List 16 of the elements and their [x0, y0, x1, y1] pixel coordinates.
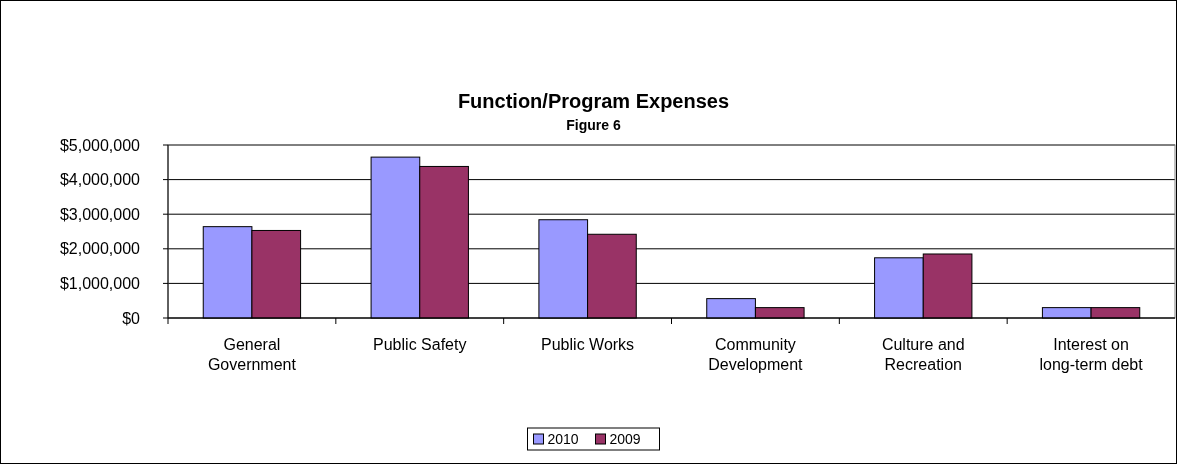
legend-label: 2009 — [609, 431, 641, 447]
y-tick-label: $2,000,000 — [59, 240, 141, 258]
y-tick-label: $1,000,000 — [59, 275, 141, 292]
x-tick-label: Public Safety — [373, 336, 467, 353]
chart-title: Function/Program Expenses — [457, 90, 730, 112]
chart-subtitle: Figure 6 — [566, 117, 621, 133]
x-tick-label: Public Works — [541, 336, 635, 353]
y-tick-label: $0 — [122, 309, 141, 327]
legend-label: 2010 — [547, 431, 579, 447]
x-tick-label: General Government — [207, 336, 297, 373]
x-tick-label: Community Development — [708, 336, 804, 373]
y-tick-label: $4,000,000 — [59, 171, 141, 189]
x-tick-label: Interest on long-term debt — [1039, 336, 1144, 373]
y-tick-label: $5,000,000 — [59, 136, 141, 154]
y-tick-label: $3,000,000 — [59, 205, 141, 223]
x-tick-label: Culture and Recreation — [881, 336, 965, 373]
